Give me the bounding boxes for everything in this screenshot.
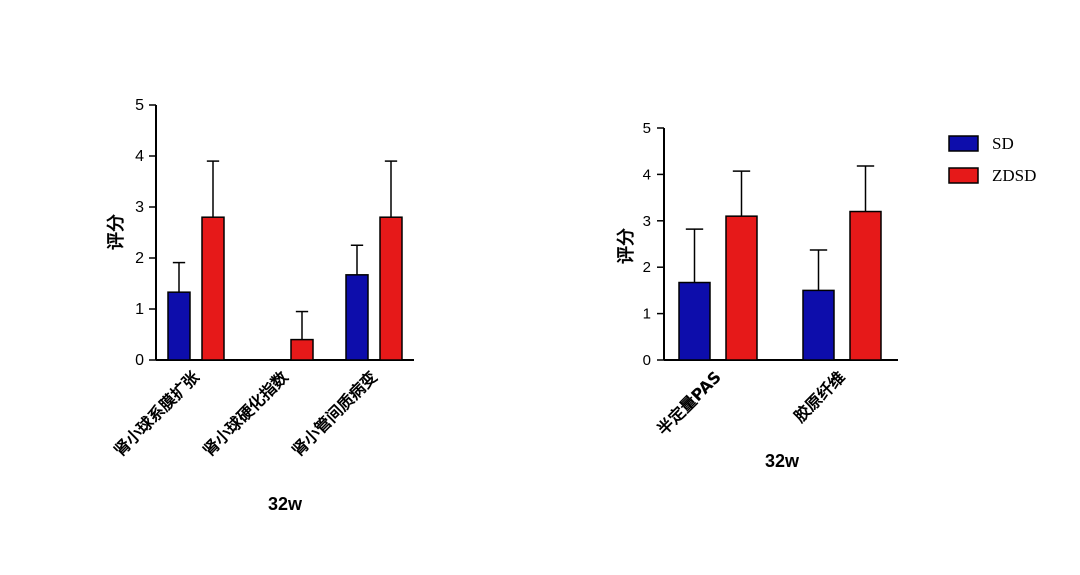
bar-zdsd (849, 210, 882, 361)
bar-sd (802, 289, 835, 361)
bar-zdsd (725, 215, 758, 361)
y-axis-label: 评分 (106, 214, 127, 250)
x-category-label: 肾小管间质病变 (288, 367, 381, 460)
y-tick-label: 5 (643, 120, 651, 137)
y-tick-label: 4 (643, 166, 651, 183)
x-axis-label: 32w (268, 494, 303, 514)
y-tick-label: 1 (643, 306, 651, 323)
y-tick-label: 0 (643, 352, 651, 369)
x-category-label: 半定量PAS (653, 367, 725, 439)
y-tick-label: 2 (135, 250, 144, 267)
legend-label-sd: SD (992, 134, 1014, 153)
bar-sd (345, 274, 369, 361)
y-tick-label: 3 (643, 213, 651, 230)
bar-sd (167, 291, 191, 361)
x-category-label: 肾小球系膜扩张 (110, 367, 203, 460)
y-tick-label: 0 (135, 352, 144, 369)
bar-zdsd (290, 338, 314, 361)
x-category-label: 胶原纤维 (790, 367, 849, 426)
legend-swatch-zdsd (948, 167, 979, 184)
legend-label-zdsd: ZDSD (992, 166, 1036, 185)
y-tick-label: 2 (643, 259, 651, 276)
bar-zdsd (201, 216, 225, 361)
y-axis-label: 评分 (616, 228, 637, 264)
y-tick-label: 3 (135, 199, 144, 216)
bar-zdsd (379, 216, 403, 361)
y-tick-label: 4 (135, 148, 144, 165)
y-tick-label: 5 (135, 97, 144, 114)
legend-swatch-sd (948, 135, 979, 152)
x-category-label: 肾小球硬化指数 (199, 367, 292, 460)
bar-sd (678, 281, 711, 361)
y-tick-label: 1 (135, 301, 144, 318)
legend: SD ZDSD (948, 134, 1036, 185)
x-axis-label: 32w (765, 451, 800, 471)
